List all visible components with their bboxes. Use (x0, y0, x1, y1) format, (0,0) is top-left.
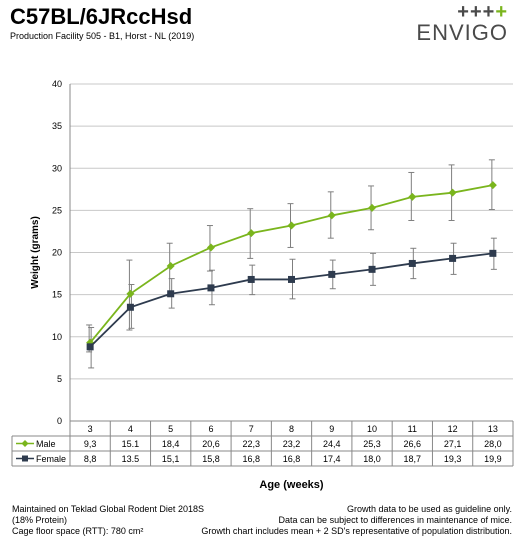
data-table-cell: 17,4 (323, 454, 341, 464)
data-table-cell: 16,8 (242, 454, 260, 464)
data-table-cell: 15,8 (202, 454, 220, 464)
legend-swatch-marker (22, 455, 28, 462)
x-tick-label: 7 (249, 424, 254, 434)
data-point-female (126, 303, 134, 311)
chart-title: C57BL/6JRccHsd (10, 4, 193, 29)
y-tick-label: 0 (57, 416, 62, 426)
y-tick-label: 30 (52, 163, 62, 173)
data-point-female (86, 343, 94, 351)
y-tick-label: 40 (52, 79, 62, 89)
data-point-male (287, 221, 296, 230)
data-point-male (368, 203, 377, 212)
footer-left-line: (18% Protein) (12, 515, 68, 525)
data-table-cell: 15.1 (122, 439, 140, 449)
x-tick-label: 3 (88, 424, 93, 434)
data-table-cell: 19,9 (484, 454, 502, 464)
data-point-female (489, 249, 497, 257)
data-table-cell: 25,3 (363, 439, 381, 449)
x-tick-label: 13 (488, 424, 498, 434)
footer-left-line: Cage floor space (RTT): 780 cm² (12, 526, 144, 536)
y-tick-label: 15 (52, 290, 62, 300)
data-table-cell: 16,8 (283, 454, 301, 464)
data-table-cell: 18,4 (162, 439, 180, 449)
data-point-male (327, 211, 336, 220)
footer-right-line: Growth chart includes mean + 2 SD's repr… (201, 526, 512, 536)
growth-chart: 0 5 10 15 20 25 30 35 40 Weight (grams) 3 4 5 6 7 8 9 10 1… (11, 79, 514, 491)
logo-text: ENVIGO (416, 20, 508, 45)
footer-notes-right: Growth data to be used as guideline only… (201, 504, 512, 537)
data-table-cell: 15,1 (162, 454, 180, 464)
y-tick-label: 20 (52, 248, 62, 258)
envigo-logo: ++++ ENVIGO (398, 2, 508, 46)
data-table-cell: 22,3 (242, 439, 260, 449)
data-point-male (408, 192, 417, 201)
y-axis-label: Weight (grams) (30, 216, 41, 289)
y-tick-label: 5 (57, 374, 62, 384)
data-table-cell: 26,6 (404, 439, 422, 449)
chart-subtitle: Production Facility 505 - B1, Horst - NL… (10, 31, 195, 41)
data-table-cell: 18,0 (363, 454, 381, 464)
legend-label: Male (36, 439, 56, 449)
y-tick-label: 35 (52, 121, 62, 131)
footer-right-line: Growth data to be used as guideline only… (347, 504, 512, 514)
y-tick-label: 25 (52, 205, 62, 215)
data-point-female (368, 265, 376, 273)
data-point-male (247, 229, 256, 238)
data-point-male (448, 188, 457, 197)
data-table-cell: 20,6 (202, 439, 220, 449)
x-tick-label: 8 (289, 424, 294, 434)
data-table-cell: 23,2 (283, 439, 301, 449)
data-point-female (207, 284, 215, 292)
logo-plus-icon: ++++ (457, 1, 508, 23)
footer-notes-left: Maintained on Teklad Global Rodent Diet … (12, 504, 204, 537)
data-table-cell: 18,7 (404, 454, 422, 464)
x-tick-label: 6 (208, 424, 213, 434)
x-tick-label: 12 (448, 424, 458, 434)
legend-label: Female (36, 454, 66, 464)
legend-swatch-marker (21, 440, 29, 447)
x-tick-label: 9 (329, 424, 334, 434)
footer-right-line: Data can be subject to differences in ma… (278, 515, 512, 525)
data-table-cell: 27,1 (444, 439, 462, 449)
series-line-male (89, 184, 494, 344)
data-table-cell: 24,4 (323, 439, 341, 449)
data-table-cell: 28,0 (484, 439, 502, 449)
data-point-female (247, 275, 255, 283)
data-point-male (166, 261, 175, 270)
data-point-female (449, 254, 457, 262)
data-point-female (167, 290, 175, 298)
x-tick-label: 5 (168, 424, 173, 434)
x-axis-label: Age (weeks) (259, 479, 324, 491)
x-tick-label: 11 (408, 424, 417, 434)
data-table-cell: 19,3 (444, 454, 462, 464)
data-point-male (488, 181, 497, 190)
data-table-cell: 8,8 (84, 454, 97, 464)
x-tick-label: 4 (128, 424, 133, 434)
y-tick-label: 10 (52, 332, 62, 342)
footer-left-line: Maintained on Teklad Global Rodent Diet … (12, 504, 204, 514)
series-line-female (89, 252, 493, 348)
data-point-female (288, 275, 295, 283)
data-point-female (328, 270, 336, 278)
data-table-cell: 13.5 (122, 454, 140, 464)
data-point-male (126, 289, 135, 298)
data-table-cell: 9,3 (84, 439, 97, 449)
data-point-female (408, 259, 416, 267)
x-tick-label: 10 (367, 424, 377, 434)
data-point-male (206, 243, 215, 252)
